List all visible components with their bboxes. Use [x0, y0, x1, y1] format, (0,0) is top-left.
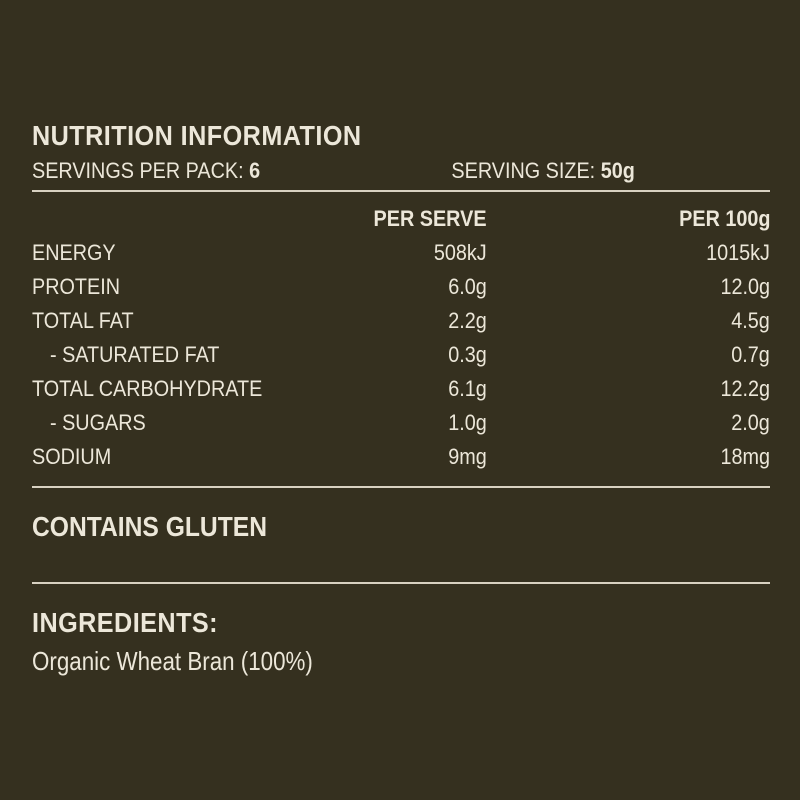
table-row: - SATURATED FAT 0.3g 0.7g — [32, 338, 770, 372]
per-100g-value: 18mg — [720, 444, 770, 469]
per-100g-value: 12.2g — [720, 376, 770, 401]
table-row: TOTAL CARBOHYDRATE 6.1g 12.2g — [32, 372, 770, 406]
nutrient-label: TOTAL CARBOHYDRATE — [32, 376, 263, 401]
serving-size-value: 50g — [600, 158, 635, 183]
per-100g-value: 0.7g — [731, 342, 770, 367]
servings-value: 6 — [249, 158, 261, 183]
per-100g-value: 1015kJ — [706, 240, 770, 265]
allergen-divider — [32, 582, 770, 584]
table-row: TOTAL FAT 2.2g 4.5g — [32, 304, 770, 338]
per-serve-value: 2.2g — [448, 308, 487, 333]
per-serve-value: 508kJ — [434, 240, 487, 265]
per-100g-value: 12.0g — [720, 274, 770, 299]
serving-size-label: SERVING SIZE: — [451, 158, 596, 183]
nutrient-label: TOTAL FAT — [32, 308, 134, 333]
servings-per-pack: SERVINGS PER PACK: 6 — [32, 154, 260, 188]
ingredients-title: INGREDIENTS: — [32, 607, 219, 638]
table-bottom-divider — [32, 486, 770, 488]
per-serve-value: 6.1g — [448, 376, 487, 401]
nutrient-label: SODIUM — [32, 444, 112, 469]
ingredients-text: Organic Wheat Bran (100%) — [32, 646, 313, 676]
table-row: SODIUM 9mg 18mg — [32, 440, 770, 474]
servings-label: SERVINGS PER PACK: — [32, 158, 244, 183]
per-serve-value: 1.0g — [448, 410, 487, 435]
serving-size: SERVING SIZE: 50g — [451, 154, 634, 188]
nutrition-information-panel: NUTRITION INFORMATION SERVINGS PER PACK:… — [32, 118, 770, 678]
nutrient-label: - SATURATED FAT — [50, 342, 220, 367]
nutrient-label: ENERGY — [32, 240, 116, 265]
per-serve-value: 0.3g — [448, 342, 487, 367]
per-serve-column-header: PER SERVE — [374, 206, 487, 231]
table-row: ENERGY 508kJ 1015kJ — [32, 236, 770, 270]
nutrient-label: - SUGARS — [50, 410, 146, 435]
nutrient-label: PROTEIN — [32, 274, 121, 299]
serving-meta: SERVINGS PER PACK: 6 SERVING SIZE: 50g — [32, 154, 696, 188]
nutrition-table: PER SERVE PER 100g ENERGY 508kJ 1015kJ P… — [32, 202, 770, 474]
per-100g-column-header: PER 100g — [678, 206, 770, 231]
table-row: - SUGARS 1.0g 2.0g — [32, 406, 770, 440]
per-serve-value: 6.0g — [448, 274, 487, 299]
per-100g-value: 4.5g — [731, 308, 770, 333]
table-row: PROTEIN 6.0g 12.0g — [32, 270, 770, 304]
nutrition-title: NUTRITION INFORMATION — [32, 120, 362, 151]
per-serve-value: 9mg — [448, 444, 487, 469]
table-header: PER SERVE PER 100g — [32, 202, 770, 236]
per-100g-value: 2.0g — [731, 410, 770, 435]
allergen-statement: CONTAINS GLUTEN — [32, 511, 267, 542]
top-divider — [32, 190, 770, 192]
